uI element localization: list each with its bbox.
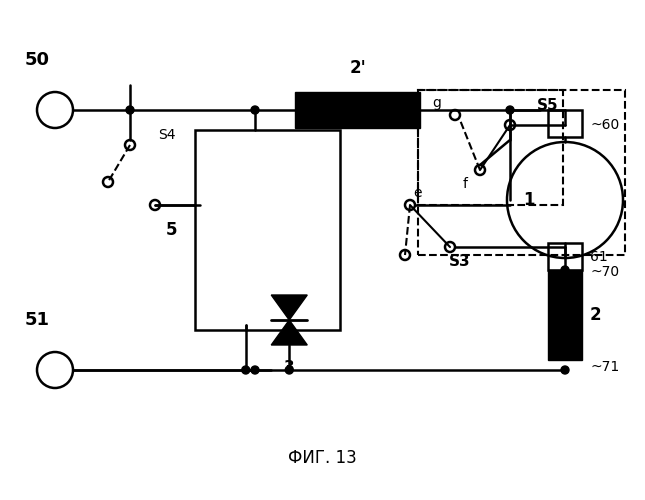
Circle shape bbox=[242, 366, 250, 374]
Text: 51: 51 bbox=[25, 311, 50, 329]
Text: f: f bbox=[462, 177, 468, 191]
Text: 2': 2' bbox=[350, 59, 366, 77]
Text: g: g bbox=[433, 96, 441, 110]
Circle shape bbox=[251, 106, 259, 114]
Text: ~60: ~60 bbox=[590, 118, 619, 132]
Text: 1: 1 bbox=[524, 191, 535, 209]
Circle shape bbox=[285, 366, 293, 374]
Text: 5: 5 bbox=[166, 221, 177, 239]
Bar bbox=[418, 90, 625, 255]
Circle shape bbox=[561, 266, 569, 274]
Text: 3: 3 bbox=[284, 360, 295, 374]
Polygon shape bbox=[272, 320, 307, 345]
Bar bbox=[195, 130, 340, 330]
Text: ~71: ~71 bbox=[590, 360, 619, 374]
Bar bbox=[548, 270, 582, 360]
Text: 61: 61 bbox=[590, 250, 608, 264]
Circle shape bbox=[561, 366, 569, 374]
Polygon shape bbox=[272, 295, 307, 320]
Text: ~70: ~70 bbox=[590, 265, 619, 279]
Bar bbox=[548, 110, 582, 137]
Text: S4: S4 bbox=[158, 128, 175, 142]
Text: S5: S5 bbox=[537, 98, 559, 112]
Circle shape bbox=[126, 106, 134, 114]
Text: ФИГ. 13: ФИГ. 13 bbox=[288, 449, 357, 467]
Bar bbox=[295, 92, 420, 128]
Text: 50: 50 bbox=[25, 51, 50, 69]
Text: S3: S3 bbox=[449, 254, 471, 270]
Text: 2: 2 bbox=[590, 306, 602, 324]
Circle shape bbox=[251, 366, 259, 374]
Bar bbox=[418, 90, 563, 205]
Circle shape bbox=[506, 106, 514, 114]
Text: e: e bbox=[413, 186, 422, 200]
Bar bbox=[548, 243, 582, 270]
